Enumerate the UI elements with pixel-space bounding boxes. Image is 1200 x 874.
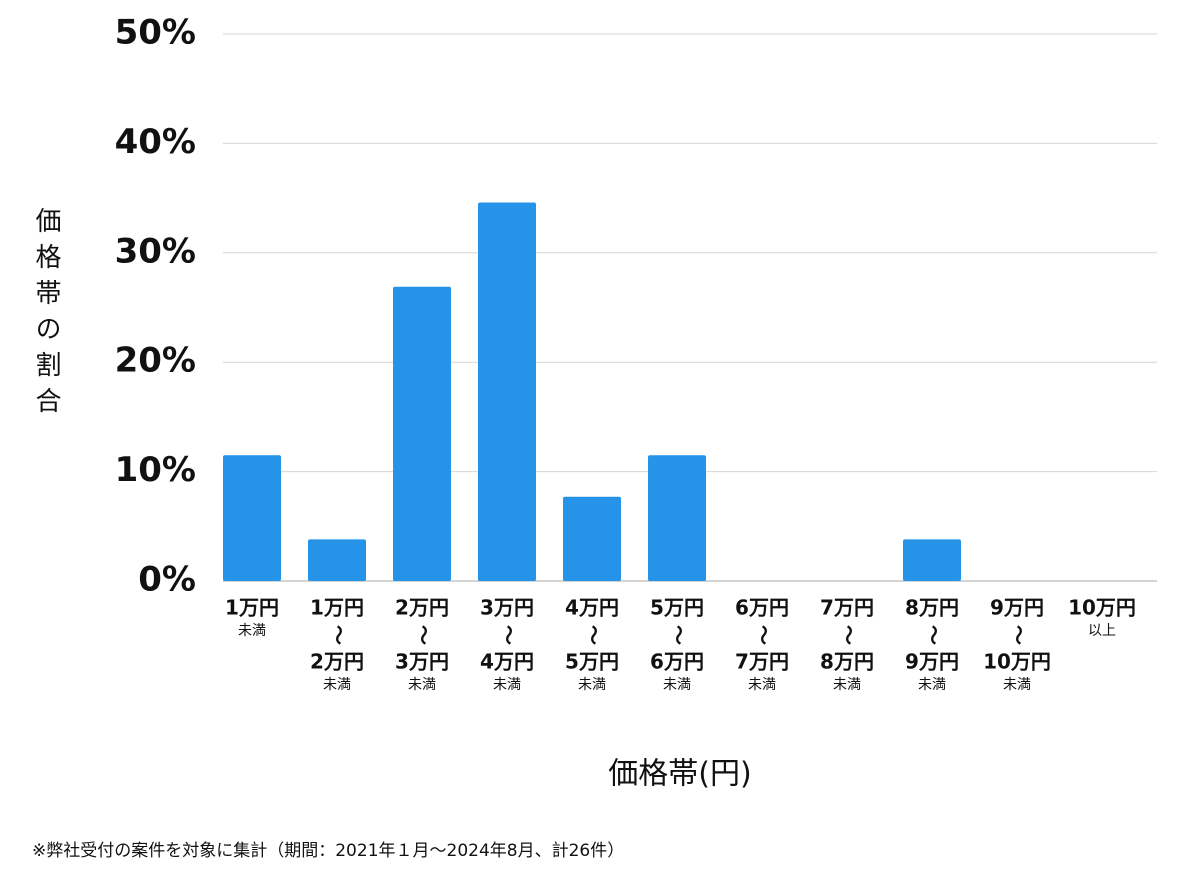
bar bbox=[648, 455, 706, 581]
x-tick-label: 未満 bbox=[918, 677, 946, 693]
x-tick-label: 9万円 bbox=[990, 596, 1044, 620]
x-tick-label: 未満 bbox=[323, 677, 351, 693]
x-tick-label: 3万円 bbox=[480, 596, 534, 620]
x-tick-label: 10万円 bbox=[983, 650, 1051, 674]
x-tick-label: 未満 bbox=[238, 623, 266, 639]
y-tick-label: 50% bbox=[115, 13, 196, 53]
x-tick-label: 2万円 bbox=[395, 596, 449, 620]
bar bbox=[563, 496, 621, 581]
x-axis-title: 価格帯(円) bbox=[608, 757, 751, 792]
x-tick-label: 4万円 bbox=[480, 650, 534, 674]
x-tick-label: 10万円 bbox=[1068, 596, 1136, 620]
bar bbox=[393, 286, 451, 581]
x-tick-label: 〜 bbox=[667, 625, 691, 645]
x-tick-label: 5万円 bbox=[565, 650, 619, 674]
y-tick-label: 30% bbox=[115, 231, 196, 271]
x-tick-label: 〜 bbox=[582, 625, 606, 645]
x-tick-label: 〜 bbox=[1007, 625, 1031, 645]
x-tick-label: 未満 bbox=[663, 677, 691, 693]
x-tick-label: 4万円 bbox=[565, 596, 619, 620]
x-tick-label: 8万円 bbox=[820, 650, 874, 674]
x-tick-label: 7万円 bbox=[735, 650, 789, 674]
bar bbox=[478, 202, 536, 581]
x-tick-label: 8万円 bbox=[905, 596, 959, 620]
x-tick-label: 未満 bbox=[1003, 677, 1031, 693]
x-tick-label: 1万円 bbox=[310, 596, 364, 620]
x-tick-label: 〜 bbox=[497, 625, 521, 645]
x-tick-label: 1万円 bbox=[225, 596, 279, 620]
x-tick-label: 〜 bbox=[752, 625, 776, 645]
x-tick-label: 5万円 bbox=[650, 596, 704, 620]
x-tick-label: 7万円 bbox=[820, 596, 874, 620]
x-tick-label: 2万円 bbox=[310, 650, 364, 674]
x-tick-label: 〜 bbox=[837, 625, 861, 645]
y-axis-title: 価格帯の割合 bbox=[31, 207, 61, 423]
x-tick-label: 6万円 bbox=[650, 650, 704, 674]
x-tick-label: 未満 bbox=[493, 677, 521, 693]
bar bbox=[903, 539, 961, 581]
x-tick-label: 未満 bbox=[578, 677, 606, 693]
x-tick-label: 未満 bbox=[833, 677, 861, 693]
x-tick-label: 未満 bbox=[408, 677, 436, 693]
x-tick-label: 以上 bbox=[1088, 623, 1116, 639]
y-tick-label: 0% bbox=[138, 560, 196, 600]
x-tick-label: 3万円 bbox=[395, 650, 449, 674]
y-tick-label: 40% bbox=[115, 122, 196, 162]
x-tick-label: 未満 bbox=[748, 677, 776, 693]
x-tick-label: 9万円 bbox=[905, 650, 959, 674]
bar bbox=[223, 455, 281, 581]
x-tick-label: 〜 bbox=[922, 625, 946, 645]
x-tick-label: 〜 bbox=[412, 625, 436, 645]
y-tick-label: 20% bbox=[115, 341, 196, 381]
bar bbox=[308, 539, 366, 581]
y-tick-label: 10% bbox=[115, 450, 196, 490]
footnote: ※弊社受付の案件を対象に集計（期間：2021年１月〜2024年8月、計26件） bbox=[32, 841, 624, 861]
x-tick-label: 6万円 bbox=[735, 596, 789, 620]
x-tick-label: 〜 bbox=[327, 625, 351, 645]
